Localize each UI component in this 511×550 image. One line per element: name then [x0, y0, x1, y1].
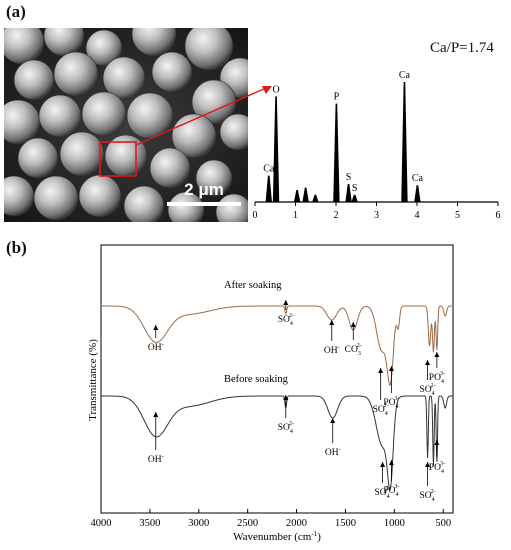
annotation-before-arrow-head: [380, 462, 386, 467]
ftir-x-tick-label: 4000: [91, 518, 112, 529]
sem-particle: [123, 185, 165, 222]
panel-a-label: (a): [6, 2, 26, 21]
sem-particle: [17, 137, 59, 179]
sem-particle: [149, 147, 191, 189]
sem-particle: [38, 94, 82, 138]
eds-peak-label: Ca: [412, 173, 424, 184]
eds-peak: [302, 187, 309, 202]
ftir-x-tick-label: 1000: [384, 518, 405, 529]
series-name-before: Before soaking: [224, 374, 289, 385]
eds-peak: [265, 175, 272, 202]
annotation-before-arrow-head: [153, 412, 159, 417]
annotation-after-arrow-head: [425, 360, 431, 365]
ftir-plot-frame: [100, 244, 454, 514]
annotation-after-label: SO42-: [278, 313, 294, 327]
ftir-x-tick-label: 2500: [237, 518, 258, 529]
eds-x-tick-label: 5: [455, 210, 460, 221]
series-after-soaking-line: [101, 305, 453, 387]
eds-peak: [293, 190, 301, 202]
annotation-before-label: OH-: [325, 447, 341, 458]
sem-particle: [85, 29, 123, 67]
eds-peak: [312, 194, 319, 202]
sem-particle: [53, 51, 99, 97]
eds-peak-label: S: [346, 172, 352, 183]
panel-b-label: (b): [6, 238, 27, 257]
eds-x-tick-label: 2: [334, 210, 339, 221]
sem-particle: [13, 59, 55, 101]
annotation-before-arrow-head: [388, 460, 394, 465]
sem-particle: [81, 91, 127, 137]
ftir-x-axis-label: Wavenumber (cm-1): [233, 530, 321, 543]
sem-particle: [78, 174, 122, 218]
annotation-after-label: SO42-: [419, 383, 435, 397]
annotation-after-arrow-head: [153, 325, 159, 330]
sem-particle: [131, 28, 177, 57]
ftir-x-tick-label: 500: [435, 518, 451, 529]
sem-particle: [215, 193, 248, 222]
eds-peak-label: Ca: [399, 70, 411, 81]
eds-x-tick-label: 4: [415, 210, 420, 221]
eds-peak: [414, 185, 421, 202]
ftir-x-tick-label: 3000: [188, 518, 209, 529]
eds-x-tick-label: 6: [496, 210, 501, 221]
series-name-after: After soaking: [224, 280, 282, 291]
ftir-x-tick-label: 3500: [139, 518, 160, 529]
sem-particle: [102, 56, 146, 100]
scale-bar-line: [167, 202, 241, 206]
annotation-after-arrow-head: [378, 368, 384, 373]
sem-particle: [151, 51, 193, 93]
eds-x-tick-label: 1: [293, 210, 298, 221]
sem-particle: [104, 134, 148, 178]
eds-peak: [401, 82, 408, 202]
sem-particle: [59, 131, 105, 177]
annotation-after-label: CO32-: [345, 343, 362, 357]
annotation-after-arrow-head: [434, 352, 440, 357]
annotation-after-label: PO43-: [429, 371, 445, 385]
eds-spectrum: Ca O P SS Ca Ca 0 1 2 3 4 5 6: [253, 70, 501, 221]
annotation-after-arrow-head: [283, 300, 289, 305]
sem-micrograph: 2 μm: [4, 28, 248, 222]
annotation-before-arrow-head: [283, 395, 289, 400]
annotation-before-label: SO42-: [419, 489, 435, 503]
ca-p-ratio: Ca/P=1.74: [430, 40, 494, 56]
eds-x-tick-label: 0: [253, 210, 258, 221]
annotation-before-arrow-head: [425, 462, 431, 467]
sem-particle: [126, 92, 174, 140]
annotation-before-label: SO42-: [375, 486, 391, 500]
annotation-after-arrow-head: [388, 366, 394, 371]
annotation-before-arrow-head: [330, 418, 336, 423]
eds-peak: [345, 184, 352, 202]
eds-peak: [272, 96, 280, 202]
annotation-after-label: PO43-: [383, 396, 399, 410]
ftir-chart: 4000 3500 3000 2500 2000 1500 1000 500 After so…: [87, 244, 454, 543]
annotation-after-arrow-head: [329, 320, 335, 325]
sem-particle: [195, 159, 233, 197]
eds-peak: [333, 103, 340, 202]
annotation-before-arrow-head: [434, 440, 440, 445]
sem-particle: [167, 191, 205, 222]
sem-particle: [33, 175, 79, 221]
annotation-before-label: SO42-: [278, 421, 294, 435]
ftir-y-axis-label: Transmittance (%): [87, 339, 99, 421]
series-before-soaking-line: [101, 395, 453, 491]
ftir-x-tick-label: 1500: [335, 518, 356, 529]
eds-x-tick-label: 3: [374, 210, 379, 221]
sem-particle: [184, 28, 234, 71]
annotation-after-label: OH-: [148, 342, 164, 353]
scale-bar: 2 μm: [164, 180, 244, 206]
eds-peak-label: S: [352, 183, 358, 194]
scale-bar-label: 2 μm: [184, 180, 224, 199]
ftir-x-tick-label: 2000: [286, 518, 307, 529]
annotation-after-label: OH-: [324, 345, 340, 356]
annotation-after-arrow-head: [350, 322, 356, 327]
annotation-before-label: PO43-: [383, 484, 399, 498]
annotation-before-label: OH-: [148, 454, 164, 465]
annotation-after-label: SO42-: [373, 403, 389, 417]
eds-peak-label: P: [334, 92, 340, 103]
eds-peak: [351, 194, 358, 202]
eds-peak-label: O: [272, 84, 279, 95]
eds-peak-label: Ca: [263, 164, 275, 175]
annotation-before-label: PO43-: [429, 461, 445, 475]
